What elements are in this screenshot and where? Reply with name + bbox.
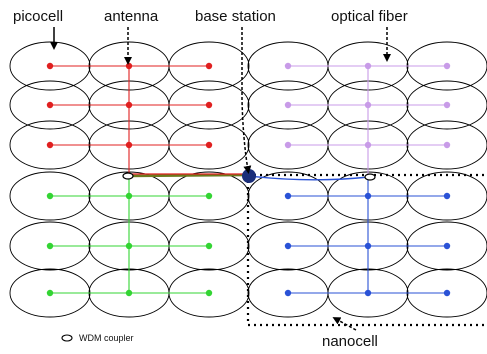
top-left-antenna-node <box>46 141 54 149</box>
top-left-antenna-node <box>205 101 213 109</box>
picocell-label: picocell <box>13 8 63 25</box>
top-right-antenna-node <box>364 141 372 149</box>
antenna-label: antenna <box>104 8 159 25</box>
bottom-right-antenna-node <box>284 289 292 297</box>
bottom-left-antenna-node <box>205 242 213 250</box>
bottom-left-antenna-node <box>46 289 54 297</box>
bottom-left-antenna-node <box>205 289 213 297</box>
top-right-antenna-node <box>364 101 372 109</box>
bottom-right-antenna-node <box>443 192 451 200</box>
wdm-coupler-left <box>122 172 134 180</box>
olive-trunk-fiber <box>127 173 250 178</box>
bottom-left-antenna-node <box>205 192 213 200</box>
top-right-antenna-node <box>443 141 451 149</box>
bottom-right-antenna-node <box>364 242 372 250</box>
top-left-antenna-node <box>205 141 213 149</box>
top-left-antenna-node <box>46 62 54 70</box>
bottom-left-antenna-node <box>46 242 54 250</box>
wdm-coupler-legend-label: WDM coupler <box>79 333 134 343</box>
bottom-right-antenna-node <box>443 242 451 250</box>
nanocell-arrow <box>332 317 357 331</box>
top-left-antenna-node <box>205 62 213 70</box>
bottom-left-antenna-node <box>125 289 133 297</box>
wdm-coupler-right <box>364 173 376 181</box>
top-right-antenna-node <box>443 62 451 70</box>
top-left-antenna-node <box>125 101 133 109</box>
base-station-label: base station <box>195 8 276 25</box>
top-right-antenna-node <box>284 101 292 109</box>
bottom-right-antenna-node <box>364 289 372 297</box>
nanocell-boundary <box>246 173 487 327</box>
optical-fiber-label: optical fiber <box>331 8 408 25</box>
top-right-antenna-node <box>284 141 292 149</box>
blue-trunk-fiber <box>248 175 370 181</box>
top-left-antenna-node <box>125 62 133 70</box>
base-station <box>242 169 256 183</box>
wdm-coupler-legend-icon <box>61 334 73 342</box>
top-right-antenna-node <box>364 62 372 70</box>
antenna-nodes-layer <box>46 62 451 297</box>
top-right-antenna-node <box>284 62 292 70</box>
bottom-right-antenna-node <box>364 192 372 200</box>
bottom-right-antenna-node <box>284 242 292 250</box>
bottom-left-antenna-node <box>125 192 133 200</box>
top-left-antenna-node <box>125 141 133 149</box>
bottom-left-antenna-node <box>125 242 133 250</box>
base-station-arrow <box>241 27 252 174</box>
top-left-antenna-node <box>46 101 54 109</box>
bottom-left-antenna-node <box>46 192 54 200</box>
bottom-right-antenna-node <box>284 192 292 200</box>
bottom-right-antenna-node <box>443 289 451 297</box>
top-right-antenna-node <box>443 101 451 109</box>
nanocell-label: nanocell <box>322 333 378 350</box>
